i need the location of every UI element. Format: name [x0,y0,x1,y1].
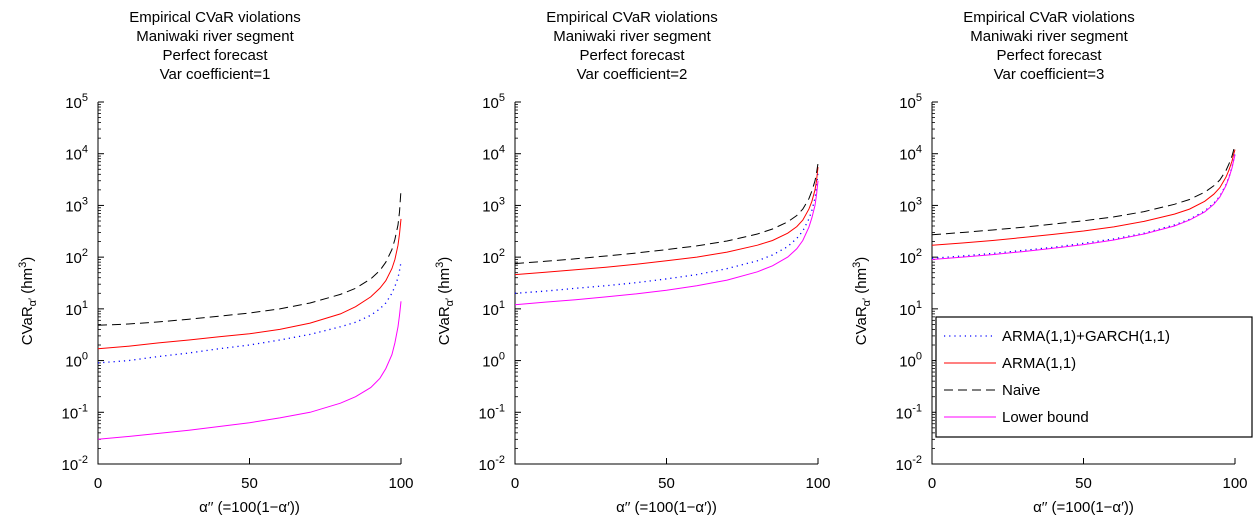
legend-entry: ARMA(1,1)+GARCH(1,1) [1002,328,1170,345]
series-line-arma-1-1-garch-1-1 [514,171,819,294]
chart-title-line: Var coefficient=2 [577,66,688,83]
y-tick-label: 10-1 [62,402,88,422]
legend-entry: Naive [1002,382,1040,399]
y-tick-label: 103 [65,195,88,215]
axis-box [514,102,818,465]
y-axis-label: CVaRα′ (hm3) [17,257,39,345]
y-axis-label: CVaRα′ (hm3) [434,257,456,345]
x-tick-label: 0 [511,475,519,492]
x-tick-label: 50 [241,475,258,492]
y-tick-label: 102 [899,247,922,267]
chart-title-line: Maniwaki river segment [136,28,294,45]
y-tick-label: 100 [65,351,88,371]
x-tick-label: 50 [1075,475,1092,492]
series-line-arma-1-1 [514,167,819,276]
y-tick-label: 105 [482,92,505,112]
x-axis-label: α′′ (=100(1−α′)) [1033,499,1134,516]
series-line-lower-bound [514,180,819,306]
series-line-naive [514,163,819,265]
y-tick-label: 10-2 [896,454,922,474]
y-tick-label: 104 [899,144,922,164]
series-line-lower-bound [97,301,402,440]
chart-title-line: Var coefficient=1 [160,66,271,83]
series-line-lower-bound [931,154,1236,260]
series-line-arma-1-1-garch-1-1 [97,262,402,364]
series-line-naive [97,189,402,326]
series-line-arma-1-1 [931,149,1236,246]
panel-2: Empirical CVaR violations Maniwaki river … [434,9,831,516]
y-tick-label: 104 [65,144,88,164]
x-axis-label: α′′ (=100(1−α′)) [199,499,300,516]
x-tick-label: 100 [1222,475,1247,492]
legend: ARMA(1,1)+GARCH(1,1) ARMA(1,1) Naive Lower … [935,316,1253,438]
legend-entry: ARMA(1,1) [1002,355,1076,372]
y-tick-label: 100 [899,351,922,371]
chart-title-line: Maniwaki river segment [553,28,711,45]
chart-title-line: Empirical CVaR violations [129,9,300,26]
series-line-arma-1-1 [97,218,402,350]
series-line-arma-1-1-garch-1-1 [931,153,1236,259]
y-tick-label: 10-1 [896,402,922,422]
chart-title-line: Empirical CVaR violations [546,9,717,26]
y-tick-label: 105 [899,92,922,112]
y-tick-label: 104 [482,144,505,164]
axis-box [97,102,401,465]
chart-title-line: Maniwaki river segment [970,28,1128,45]
y-tick-label: 101 [65,299,88,319]
y-tick-label: 10-2 [479,454,505,474]
y-tick-label: 10-2 [62,454,88,474]
chart-title-line: Empirical CVaR violations [963,9,1134,26]
x-axis-label: α′′ (=100(1−α′)) [616,499,717,516]
y-tick-label: 100 [482,351,505,371]
panel-3: Empirical CVaR violations Maniwaki river … [851,9,1253,516]
chart-title-line: Perfect forecast [996,47,1102,64]
y-tick-label: 103 [482,195,505,215]
chart-title-line: Perfect forecast [579,47,685,64]
y-tick-label: 101 [482,299,505,319]
y-tick-label: 101 [899,299,922,319]
y-tick-label: 102 [65,247,88,267]
series-line-naive [931,144,1236,236]
chart-title-line: Perfect forecast [162,47,268,64]
y-tick-label: 103 [899,195,922,215]
y-tick-label: 10-1 [479,402,505,422]
legend-entry: Lower bound [1002,409,1089,426]
chart-title-line: Var coefficient=3 [994,66,1105,83]
y-axis-label: CVaRα′ (hm3) [851,257,873,345]
x-tick-label: 100 [388,475,413,492]
x-tick-label: 100 [805,475,830,492]
y-tick-label: 105 [65,92,88,112]
panel-1: Empirical CVaR violations Maniwaki river … [17,9,414,516]
y-tick-label: 102 [482,247,505,267]
x-tick-label: 50 [658,475,675,492]
x-tick-label: 0 [94,475,102,492]
x-tick-label: 0 [928,475,936,492]
